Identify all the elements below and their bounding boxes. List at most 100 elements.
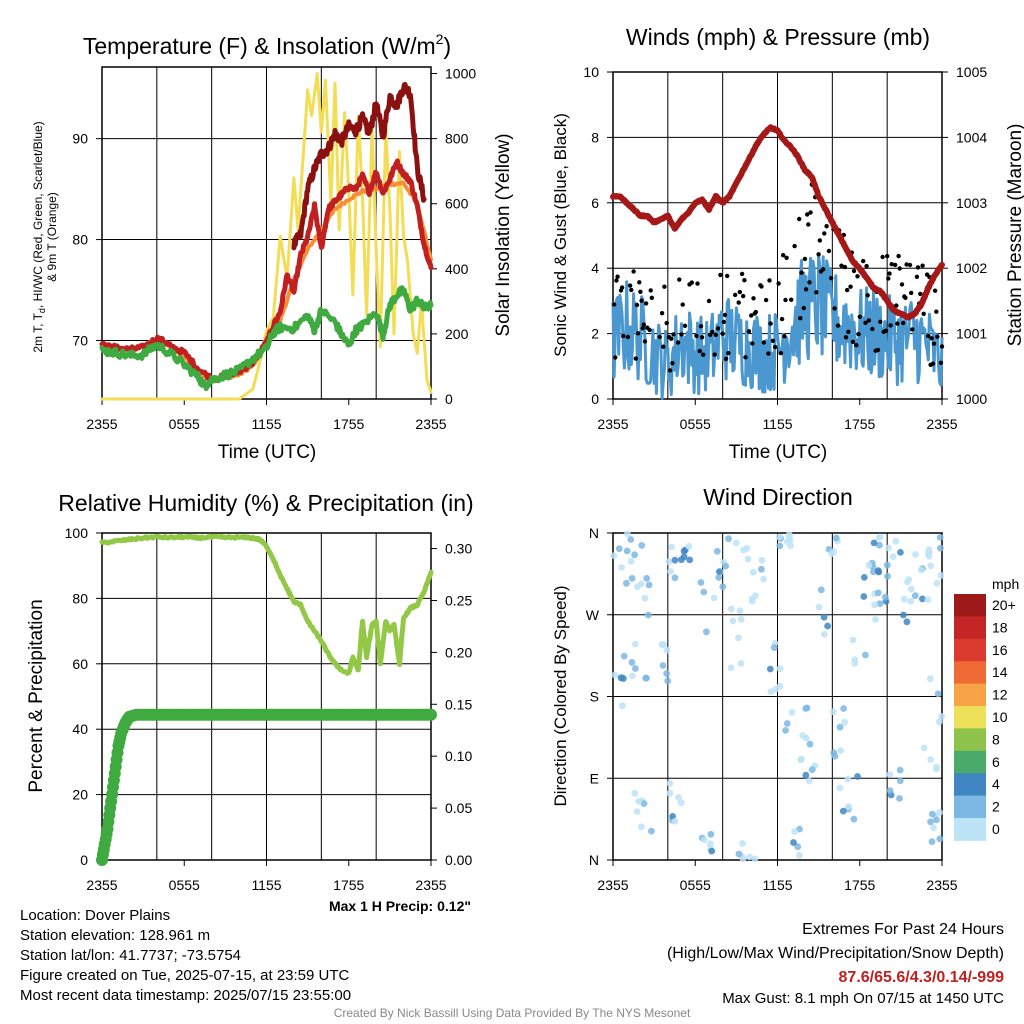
temperature-xtick-label: 1755 [333, 416, 364, 432]
station-latlon: Station lat/lon: 41.7737; -73.5754 [20, 947, 242, 964]
winds-ytick-label-left: 8 [591, 129, 599, 145]
extremes-block: Extremes For Past 24 Hours (High/Low/Max… [667, 918, 1004, 1008]
wind-direction-point [776, 542, 784, 550]
winds-ytick-label-left: 2 [591, 326, 599, 342]
wind-direction-point [927, 562, 935, 570]
wind_dir-xtick-label: 1155 [762, 877, 792, 893]
gust-point [887, 271, 892, 276]
wind-direction-point [785, 531, 793, 539]
gust-point [682, 323, 688, 328]
wind-direction-point [897, 549, 904, 556]
wind-direction-point [875, 534, 883, 541]
gust-point [843, 335, 849, 340]
gust-point [826, 248, 832, 254]
wind-direction-point [665, 558, 673, 566]
gust-point [726, 350, 731, 356]
wind-direction-point [832, 534, 840, 542]
wind-direction-point [919, 595, 926, 603]
gust-point [715, 326, 721, 331]
temperature-xtick-label: 0555 [169, 416, 200, 432]
wind-direction-point [837, 747, 845, 754]
temperature-ytick-label-right: 1000 [445, 66, 476, 82]
gust-point [782, 334, 787, 339]
legend-swatch [954, 750, 986, 774]
gust-point [938, 360, 944, 365]
wind-direction-point [783, 720, 791, 727]
wind-direction-point [746, 853, 753, 861]
wind-direction-point [631, 640, 639, 648]
wind-direction-point [703, 628, 710, 636]
wind-direction-point [844, 775, 852, 783]
gust-point [909, 290, 914, 296]
wind-direction-point [638, 823, 645, 831]
winds-ytick-label-right: 1005 [956, 64, 987, 80]
wind-direction-point [839, 807, 847, 815]
wind-direction-point [668, 543, 676, 551]
wind-direction-point [686, 556, 694, 564]
rh_precip-ytick-label-right: 0.25 [445, 592, 472, 608]
rh-ylabel-left: Percent & Precipitation [26, 599, 47, 792]
gust-point [647, 327, 652, 333]
gust-point [875, 347, 881, 353]
legend-label: 0 [992, 821, 1000, 837]
wind-direction-point [820, 613, 828, 621]
wind-direction-point [924, 596, 932, 603]
wind-direction-point [715, 574, 723, 581]
gust-point [918, 291, 923, 297]
gust-point [857, 314, 862, 319]
legend-label: 16 [992, 642, 1008, 658]
wind-direction-point [805, 777, 813, 785]
rh_precip-ytick-label-left: 80 [72, 590, 88, 606]
legend-swatch [954, 795, 986, 819]
gust-point [781, 253, 786, 258]
gust-point [641, 322, 646, 327]
gust-point [805, 212, 810, 217]
wind-direction-point [685, 543, 693, 550]
temperature-ytick-label-right: 0 [445, 391, 453, 407]
gust-point [638, 289, 643, 294]
gust-point [817, 238, 822, 243]
wind-direction-point [671, 556, 679, 564]
gust-point [863, 320, 868, 325]
wind-direction-point [640, 800, 648, 807]
gust-point [750, 341, 755, 346]
wind-direction-point [680, 553, 688, 561]
wind-direction-point [876, 541, 883, 549]
wind-direction-point [802, 705, 810, 712]
gust-point [761, 340, 766, 345]
wind-direction-point [896, 777, 904, 785]
gust-point [669, 336, 674, 341]
wind-direction-point [836, 784, 844, 792]
wind-direction-point [675, 794, 682, 801]
gust-point [806, 222, 811, 227]
gust-point [721, 319, 726, 325]
gust-point [613, 355, 618, 360]
gust-point [870, 326, 875, 332]
winds-ytick-label-left: 6 [591, 195, 599, 211]
gust-point [808, 210, 813, 215]
legend-label: 6 [992, 754, 1000, 770]
rh_precip-ytick-label-left: 100 [65, 525, 89, 541]
gust-point [657, 334, 662, 340]
gust-point [885, 253, 890, 259]
wind-direction-point [713, 547, 721, 555]
wind-direction-point [749, 569, 757, 576]
gust-point [893, 262, 898, 268]
gust-point [710, 329, 715, 335]
gust-point [832, 306, 837, 311]
gust-point [640, 326, 645, 331]
extremes-title: Extremes For Past 24 Hours [802, 921, 1004, 938]
gust-point [896, 253, 901, 259]
gust-point [855, 274, 860, 279]
gust-point [930, 361, 936, 366]
wind-direction-point [926, 675, 934, 683]
temperature-ytick-label-left: 70 [72, 332, 88, 348]
rh_precip-xtick-label: 2355 [415, 877, 446, 893]
gust-point [903, 295, 908, 300]
precip-point [425, 708, 437, 721]
wind-direction-point [700, 588, 708, 596]
wind-direction-point [648, 827, 655, 835]
winds-title: Winds (mph) & Pressure (mb) [626, 24, 930, 50]
wind-direction-point [907, 597, 915, 605]
